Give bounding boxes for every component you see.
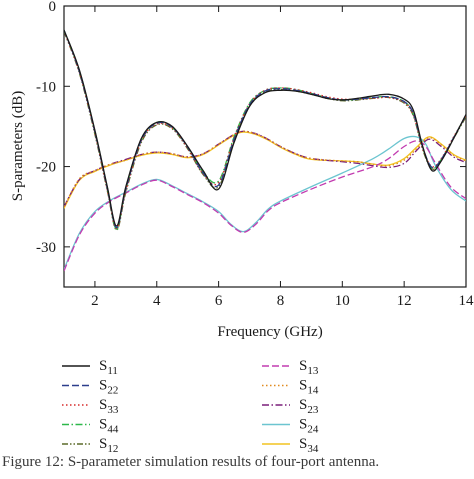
- legend-label-s11: S11: [99, 358, 118, 377]
- legend-label-s22: S22: [99, 378, 118, 397]
- series-lines: [64, 29, 466, 272]
- series-line-s12: [64, 31, 466, 231]
- x-tick-label: 2: [91, 293, 99, 309]
- series-line-s11: [64, 29, 466, 227]
- y-tick-label: -10: [36, 79, 56, 95]
- y-tick-label: -30: [36, 240, 56, 256]
- s-parameter-chart: 2 4 6 8 10 12 14 0 -10 -20 -30 Frequency (GHz) S-p…: [10, 0, 474, 454]
- y-tick-label: 0: [49, 0, 57, 15]
- series-line-s13: [64, 140, 466, 272]
- plot-area-frame: [63, 5, 467, 288]
- x-tick-label: 10: [335, 293, 350, 309]
- legend-label-s13: S13: [299, 358, 319, 377]
- legend-label-s44: S44: [99, 417, 119, 436]
- legend-label-s33: S33: [99, 397, 119, 416]
- axis-ticks: 2 4 6 8 10 12 14 0 -10 -20 -30: [36, 0, 474, 309]
- x-tick-label: 4: [153, 293, 161, 309]
- legend-label-s23: S23: [299, 397, 319, 416]
- x-tick-label: 14: [459, 293, 474, 309]
- series-line-s24: [64, 135, 466, 270]
- figure-caption: Figure 12: S-parameter simulation result…: [2, 454, 380, 470]
- legend-label-s12: S12: [99, 436, 118, 454]
- x-tick-label: 6: [215, 293, 223, 309]
- series-line-s33: [64, 30, 466, 230]
- series-line-s34: [64, 131, 466, 209]
- legend-label-s24: S24: [299, 417, 319, 436]
- series-line-s14: [64, 130, 466, 208]
- x-axis-label: Frequency (GHz): [217, 324, 322, 340]
- legend-label-s14: S14: [299, 378, 319, 397]
- series-line-s23: [64, 130, 466, 208]
- series-line-s22: [64, 29, 466, 229]
- x-tick-label: 8: [277, 293, 285, 309]
- legend-label-s34: S34: [299, 436, 319, 454]
- y-axis-label: S-parameters (dB): [10, 91, 26, 201]
- y-tick-label: -20: [36, 160, 56, 176]
- x-tick-label: 12: [397, 293, 412, 309]
